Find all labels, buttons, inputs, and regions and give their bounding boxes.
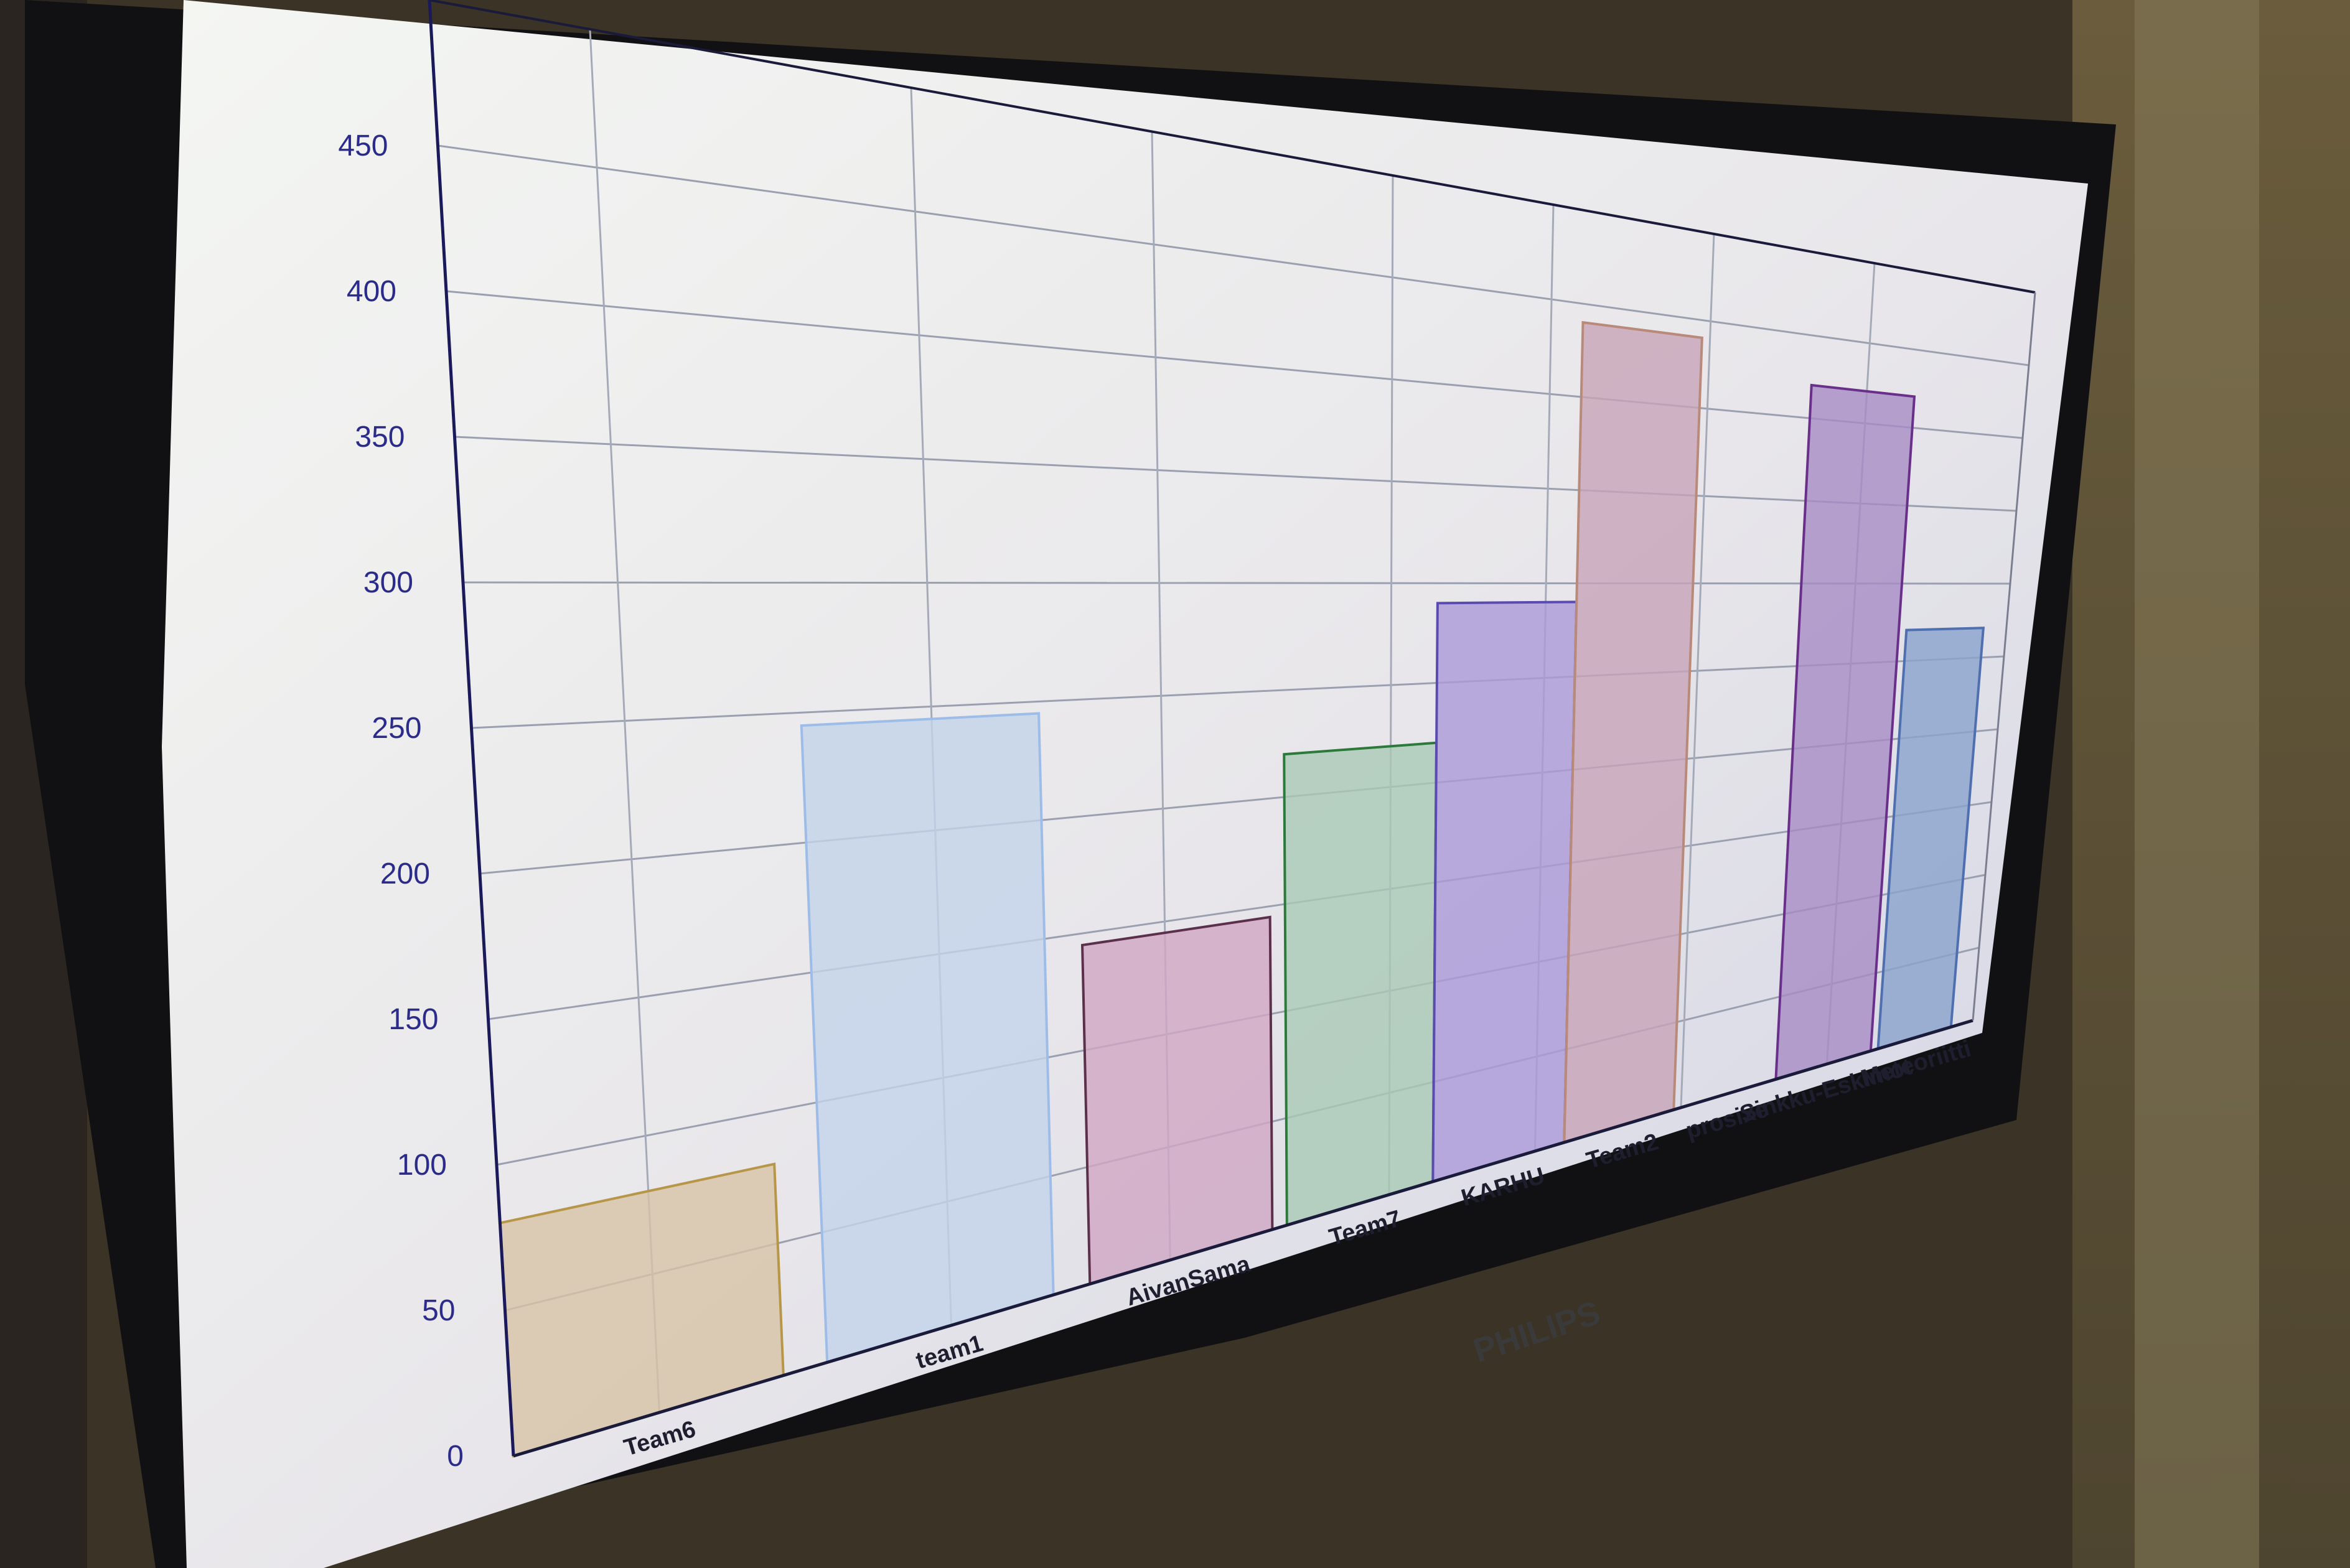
y-tick-label: 450 [338, 129, 388, 162]
bar-team7 [1283, 741, 1438, 1227]
y-tick-label: 150 [388, 1003, 438, 1036]
bar-karhu [1431, 600, 1578, 1183]
gridline-horizontal [454, 436, 2017, 512]
y-tick-label: 200 [380, 857, 430, 890]
bar-aivansama [1081, 915, 1274, 1286]
chart-axes [428, 0, 2036, 1458]
y-axis-line [428, 0, 515, 1457]
gridline-horizontal [462, 581, 2011, 585]
gridline-vertical [1680, 233, 1715, 1108]
gridline-horizontal [438, 144, 2029, 366]
x-axis-line [513, 1019, 1973, 1458]
flipchart-easel [2135, 0, 2259, 1568]
y-axis-tick-labels: 0 50 100 150 200 250 300 350 400 450 [338, 129, 464, 1473]
plot-right-border [1972, 292, 2036, 1021]
y-tick-label: 50 [422, 1294, 455, 1327]
y-tick-label: 350 [355, 421, 405, 454]
y-tick-label: 250 [372, 712, 421, 745]
gridline-vertical [589, 29, 660, 1413]
plot-top-border [429, 0, 2036, 294]
y-tick-label: 0 [447, 1440, 464, 1473]
y-tick-label: 300 [363, 566, 413, 599]
chart-bars [499, 320, 1985, 1458]
gridline-horizontal [479, 728, 1998, 875]
gridline-horizontal [446, 290, 2023, 439]
gridline-horizontal [488, 801, 1992, 1020]
y-tick-label: 100 [397, 1149, 447, 1182]
bar-team1 [800, 712, 1055, 1365]
monitor-brand-logo: PHILIPS [1469, 1294, 1604, 1370]
gridline-horizontal [471, 655, 2005, 729]
y-tick-label: 400 [347, 275, 396, 308]
